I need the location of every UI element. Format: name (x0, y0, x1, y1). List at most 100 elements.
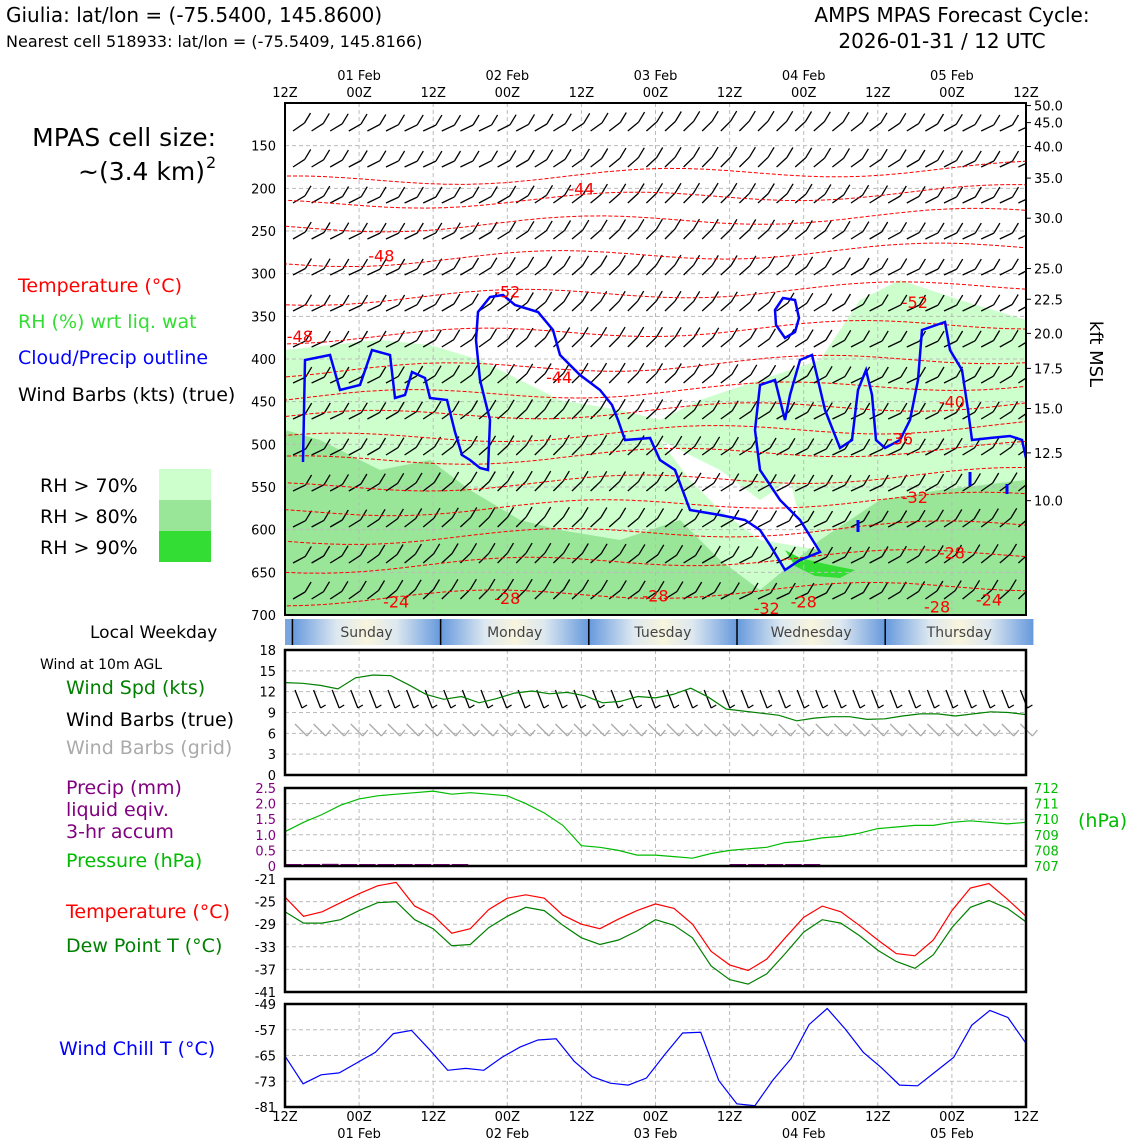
wind-barb (478, 481, 490, 492)
wind-barb (459, 517, 472, 528)
wind-barb (683, 409, 695, 420)
wind-barb-flag (544, 542, 552, 554)
wind-barb-flag (769, 364, 777, 376)
wind-barb-flag (993, 114, 1001, 126)
wind-barb-flag (304, 258, 312, 269)
wind-barb (497, 337, 510, 348)
top-hour-label: 00Z (791, 86, 817, 101)
bottom-date-label: 01 Feb (337, 1127, 381, 1140)
wind-barb (404, 124, 418, 132)
wind-barb (608, 336, 620, 348)
wind-barb (460, 303, 473, 312)
temperature-contour (285, 242, 1026, 272)
surface-wind-barb (1001, 689, 1010, 709)
wind-barb (608, 229, 620, 240)
wind-barb (497, 195, 511, 204)
wind-barb (422, 124, 437, 132)
wind-barb-flag (581, 543, 589, 554)
wind-barb (385, 553, 398, 564)
wind-barb (999, 196, 1013, 204)
wind-barb (943, 232, 957, 240)
wind-barb (850, 484, 864, 492)
cloud-outline (773, 296, 801, 340)
top-hour-label: 00Z (495, 86, 521, 101)
panel-frame (283, 1002, 1028, 1109)
grid-wind-barb (740, 723, 754, 737)
wind-barb (348, 554, 361, 564)
wind-barb-flag (379, 294, 387, 306)
wind-barb-flag (730, 182, 738, 194)
wind-barb-flag (1031, 187, 1037, 197)
wind-barb (348, 123, 362, 132)
wind-barb (645, 192, 657, 204)
wind-barb (850, 591, 864, 600)
surface-wind-barb-flag (301, 704, 308, 709)
surface-wind-barb (666, 689, 675, 709)
wind-barb-flag (433, 507, 441, 519)
wind-barb-flag (637, 435, 645, 446)
wind-barb (627, 121, 640, 132)
wind-barb-flag (581, 434, 589, 446)
wind-barb (645, 336, 657, 348)
pressure-tick-label: 500 (251, 438, 276, 453)
wind-barb-flag (507, 470, 515, 482)
wind-barb (925, 483, 938, 492)
wind-barb (887, 304, 902, 312)
wind-barb (515, 444, 527, 456)
grid-wind-barb (368, 723, 382, 737)
wind-barb (552, 480, 564, 492)
wind-barb-flag (955, 473, 963, 485)
wind-barb-flag (711, 110, 719, 122)
wind-barb (869, 555, 883, 564)
wind-barb (460, 374, 473, 384)
wind-barb-flag (732, 545, 740, 557)
wind-barb (552, 408, 564, 420)
wind-barb-flag (451, 543, 459, 554)
wind-barb-flag (730, 218, 738, 230)
wind-barb-flag (974, 330, 982, 342)
legend-rh70: RH > 70% (40, 475, 138, 497)
wind-barb-flag (525, 578, 533, 590)
wind-barb-flag (768, 292, 776, 303)
panel-frame (283, 786, 1028, 868)
surface-wind-barb-flag (450, 704, 457, 709)
wind-barb (571, 193, 584, 204)
wind-barb-flag (863, 474, 871, 486)
wind-barb (552, 589, 565, 600)
wind-barb-flag (472, 222, 480, 233)
wind-barb (645, 409, 658, 420)
wind-barb-flag (398, 294, 406, 306)
wind-barb (850, 267, 864, 276)
wind-barb (832, 412, 846, 420)
wind-barb (664, 336, 676, 348)
wind-barb-flag (599, 398, 608, 410)
grid-wind-barb-flag (771, 729, 778, 737)
surface-wind-barb-flag (915, 704, 922, 709)
wind-barb-flag (544, 363, 552, 374)
wind-barb (590, 336, 602, 348)
wind-barb (906, 412, 920, 420)
grid-wind-barb-flag (641, 729, 648, 737)
wind-barb-flag (862, 293, 870, 305)
wind-barb-flag (843, 257, 851, 268)
wind-barb (645, 228, 657, 240)
wind-barb (627, 445, 639, 456)
wind-barb (943, 160, 957, 168)
kft-tick-label: 17.5 (1034, 362, 1063, 377)
wind-barb-flag (452, 471, 460, 483)
wind-barb (664, 228, 676, 240)
wind-barb (887, 484, 901, 492)
surface-wind-barb-flag (431, 704, 438, 709)
wind-barb-flag (899, 545, 907, 557)
wind-barb (441, 232, 455, 240)
surface-wind-barb (945, 689, 954, 709)
wind-barb (441, 481, 454, 492)
wind-barb-flag (676, 581, 684, 592)
wind-barb-flag (749, 328, 758, 339)
wind-barb-flag (397, 401, 405, 413)
wind-barb (646, 554, 659, 564)
wind-barb-flag (562, 542, 571, 554)
wind-barb (367, 196, 381, 204)
wind-barb (887, 519, 901, 528)
temperature-label: -48 (368, 247, 394, 266)
